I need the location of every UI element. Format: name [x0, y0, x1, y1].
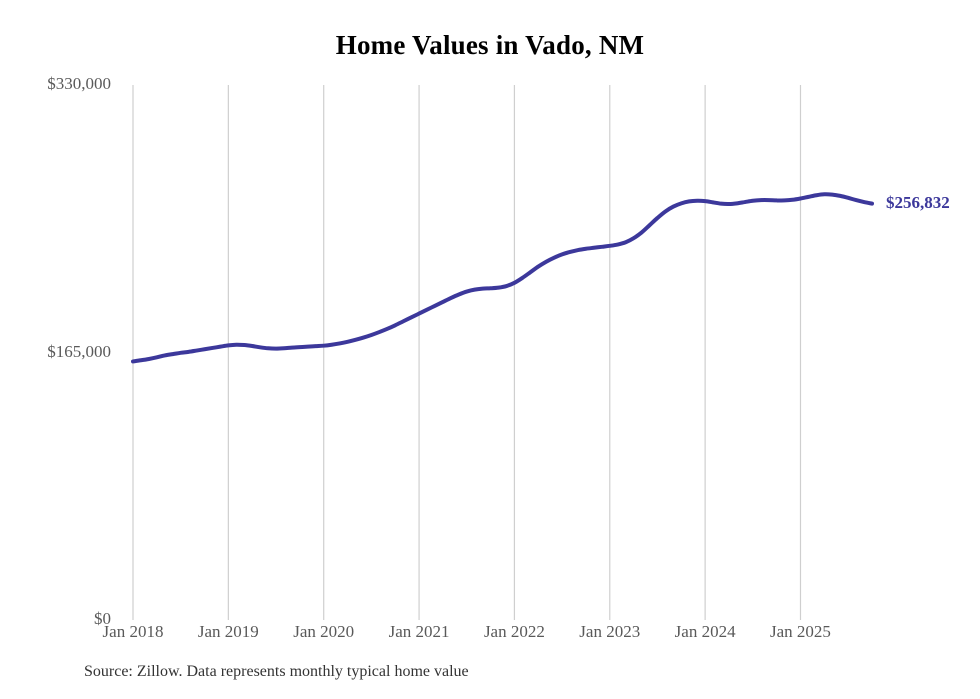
x-axis-tick-jan-2019: Jan 2019: [197, 622, 259, 641]
y-axis-tick-0: $0: [94, 609, 111, 628]
x-axis-tick-jan-2020: Jan 2020: [293, 622, 355, 641]
x-axis-tick-jan-2024: Jan 2024: [674, 622, 736, 641]
x-axis-tick-jan-2022: Jan 2022: [483, 622, 545, 641]
y-axis-tick-2: $330,000: [47, 74, 111, 93]
x-axis-tick-jan-2025: Jan 2025: [770, 622, 831, 641]
end-value-label: $256,832: [886, 192, 950, 212]
gridlines: [132, 85, 802, 620]
y-axis-tick-1: $165,000: [47, 341, 111, 361]
source-note: Source: Zillow. Data represents monthly …: [84, 663, 469, 680]
x-axis-tick-jan-2023: Jan 2023: [579, 622, 641, 641]
chart-title: Home Values in Vado, NM: [335, 30, 645, 60]
x-axis-tick-jan-2021: Jan 2021: [388, 622, 450, 641]
line-series-icon: [131, 192, 874, 364]
x-axis-tick-jan-2018: Jan 2018: [102, 622, 164, 641]
